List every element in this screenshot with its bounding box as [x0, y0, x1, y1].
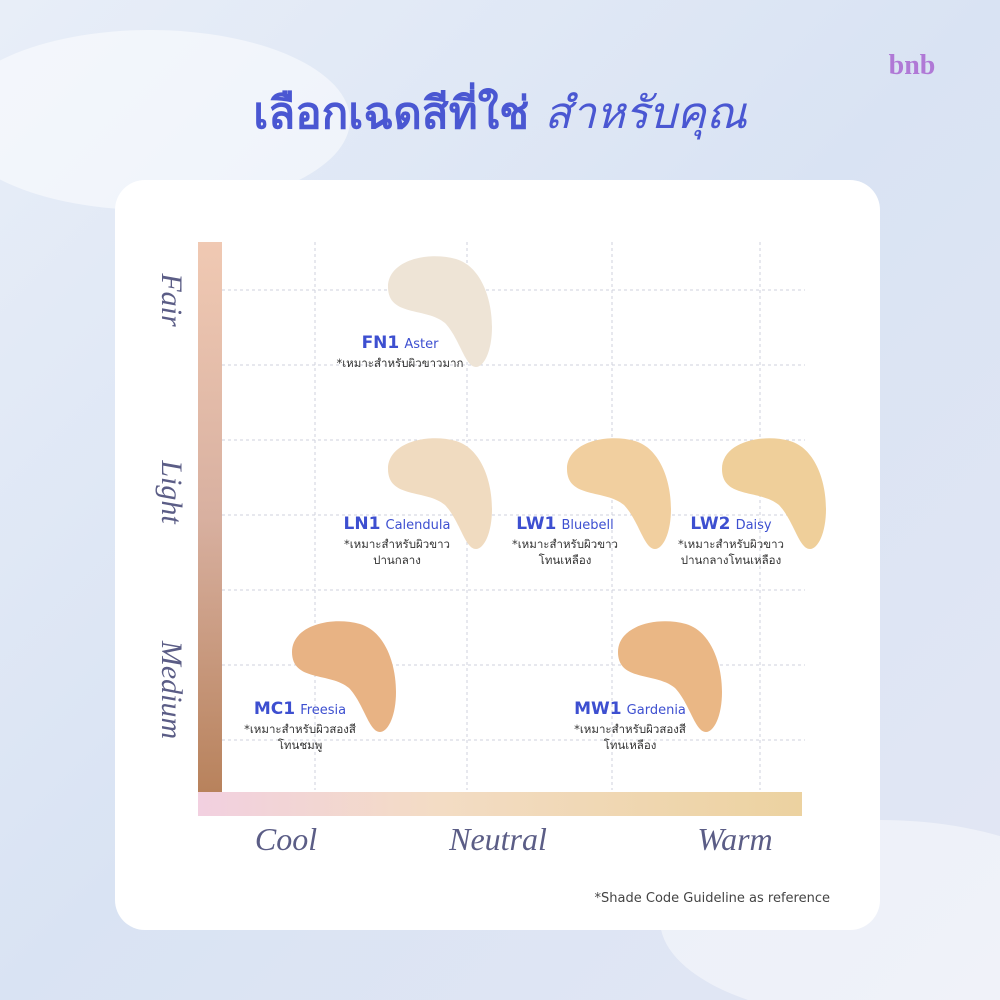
footnote: *Shade Code Guideline as reference — [595, 891, 830, 906]
shade-note: *เหมาะสำหรับผิวขาว — [678, 537, 784, 551]
card — [115, 180, 880, 930]
title: เลือกเฉดสีที่ใช่ สำหรับคุณ — [253, 82, 748, 140]
shade-code: LW1 — [516, 514, 556, 534]
x-axis-label: Cool — [255, 821, 317, 857]
x-axis-label: Warm — [697, 821, 772, 857]
logo: bnb — [889, 50, 936, 81]
shade-code: FN1 — [362, 333, 400, 353]
y-axis-label: Light — [155, 459, 188, 524]
shade-name: Aster — [404, 337, 439, 352]
shade-code: MW1 — [574, 699, 622, 719]
shade-label: MC1 Freesia — [254, 699, 346, 719]
shade-note: *เหมาะสำหรับผิวสองสี — [574, 722, 686, 736]
shade-name: Daisy — [736, 518, 772, 533]
shade-note: ปานกลางโทนเหลือง — [681, 553, 781, 567]
shade-note: ปานกลาง — [373, 553, 421, 567]
shade-note: โทนเหลือง — [604, 738, 657, 752]
y-axis-label: Fair — [155, 272, 188, 327]
shade-name: Calendula — [386, 518, 451, 533]
shade-note: *เหมาะสำหรับผิวขาวมาก — [337, 356, 464, 370]
cloud — [0, 30, 350, 210]
shade-note: โทนเหลือง — [539, 553, 592, 567]
shade-label: FN1 Aster — [362, 333, 440, 353]
shade-note: *เหมาะสำหรับผิวขาว — [512, 537, 618, 551]
y-axis-label: Medium — [155, 640, 188, 739]
shade-note: โทนชมพู — [278, 738, 323, 752]
shade-name: Freesia — [300, 703, 346, 718]
shade-note: *เหมาะสำหรับผิวสองสี — [244, 722, 356, 736]
undertone-bar — [198, 792, 802, 816]
shade-code: MC1 — [254, 699, 295, 719]
shade-label: LN1 Calendula — [344, 514, 451, 534]
shade-code: LW2 — [690, 514, 730, 534]
shade-label: LW1 Bluebell — [516, 514, 613, 534]
depth-bar — [198, 242, 222, 792]
shade-label: MW1 Gardenia — [574, 699, 686, 719]
shade-name: Bluebell — [561, 518, 613, 533]
shade-note: *เหมาะสำหรับผิวขาว — [344, 537, 450, 551]
shade-label: LW2 Daisy — [690, 514, 772, 534]
x-axis-label: Neutral — [448, 821, 547, 857]
shade-name: Gardenia — [627, 703, 686, 718]
shade-code: LN1 — [344, 514, 381, 534]
